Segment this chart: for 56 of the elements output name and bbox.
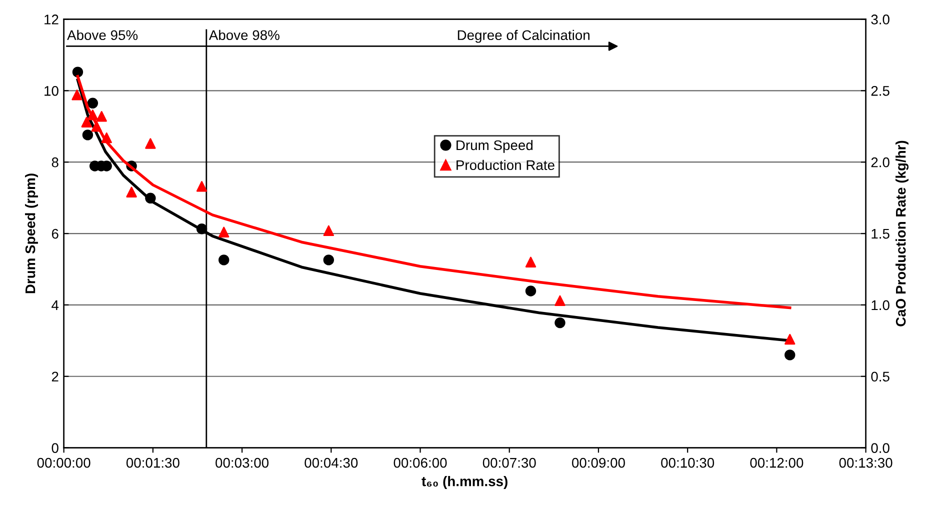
point — [87, 110, 98, 120]
y-tick-label: 6 — [52, 228, 58, 239]
y2-tick-label: 1.5 — [872, 228, 890, 239]
point — [82, 130, 94, 140]
point — [196, 181, 208, 192]
point — [126, 186, 137, 198]
point — [91, 121, 102, 132]
y2-tick-label: 3.0 — [871, 14, 890, 24]
point — [81, 116, 92, 128]
y-tick-label: 2 — [52, 372, 58, 382]
y-tick-label: 12 — [44, 14, 58, 24]
x-tick-label: 00:09:00 — [572, 458, 625, 468]
legend-label: Drum Speed — [456, 140, 533, 153]
x-tick-label: 00:03:00 — [216, 458, 269, 468]
x-tick-label: 00:13:30 — [839, 458, 892, 468]
point — [525, 286, 536, 296]
legend-label: Production Rate — [456, 160, 554, 170]
x-tick-label: 00:04:30 — [304, 458, 358, 468]
x-tick-label: 00:06:00 — [394, 458, 447, 468]
point — [218, 226, 230, 238]
y2-tick-label: 1.0 — [872, 300, 890, 310]
point — [784, 350, 796, 360]
y2-tick-label: 0.0 — [871, 443, 890, 453]
point — [72, 90, 82, 100]
annotation: Above 95% — [67, 30, 138, 40]
y-tick-label: 4 — [52, 300, 59, 310]
point — [101, 132, 112, 144]
y2-tick-label: 0.5 — [871, 372, 890, 382]
point — [87, 98, 98, 109]
y-tick-label: 8 — [52, 157, 58, 168]
point — [218, 254, 230, 266]
x-tick-label: 00:01:30 — [126, 458, 180, 468]
point — [72, 66, 84, 78]
y2-tick-label: 2.5 — [871, 86, 890, 96]
point — [323, 254, 334, 266]
point — [323, 225, 334, 236]
x-tick-label: 00:07:30 — [482, 458, 536, 468]
point — [784, 334, 796, 345]
point — [554, 295, 566, 306]
ref-line-label: Above 98% — [208, 30, 280, 40]
point — [145, 192, 156, 204]
point — [554, 317, 566, 328]
point — [145, 138, 156, 149]
point — [96, 111, 107, 122]
x-tick-label: 00:12:00 — [750, 458, 804, 468]
x-tick-label: 00:10:30 — [661, 458, 714, 468]
annotation: Degree of Calcination — [458, 30, 590, 43]
x-axis-title: t₆₀ (h.mm.ss) — [422, 476, 508, 489]
y2-axis-title: CaO Production Rate (kg/hr) — [896, 140, 909, 326]
point — [196, 224, 208, 234]
y-axis-title: Drum Speed (rpm) — [25, 174, 38, 294]
point — [525, 256, 536, 268]
y-tick-label: 10 — [44, 86, 58, 96]
y2-tick-label: 2.0 — [871, 157, 890, 168]
x-tick-label: 00:00:00 — [37, 458, 90, 468]
y-tick-label: 0 — [52, 443, 58, 453]
